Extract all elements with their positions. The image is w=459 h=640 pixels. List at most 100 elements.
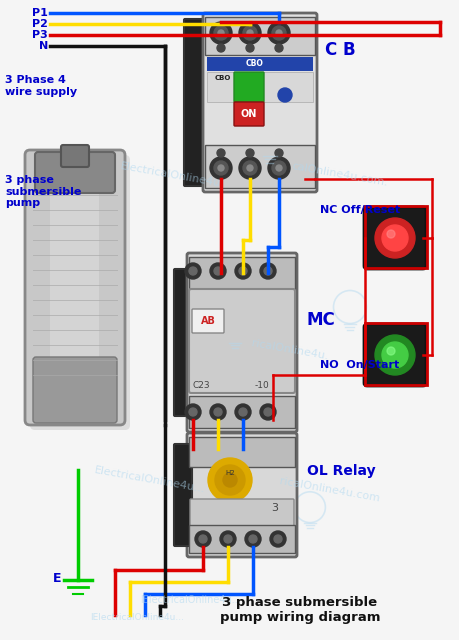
Circle shape	[271, 161, 285, 175]
Text: N: N	[39, 41, 48, 51]
Circle shape	[263, 267, 271, 275]
Text: 3 phase
submersible
pump: 3 phase submersible pump	[5, 175, 81, 208]
Circle shape	[381, 342, 407, 368]
FancyBboxPatch shape	[363, 207, 425, 269]
Text: C23: C23	[193, 381, 210, 390]
Text: 3: 3	[271, 503, 278, 513]
Circle shape	[218, 165, 224, 171]
FancyBboxPatch shape	[205, 17, 314, 55]
Text: P2: P2	[32, 19, 48, 29]
FancyBboxPatch shape	[189, 396, 294, 428]
Text: AB: AB	[200, 316, 215, 326]
Circle shape	[246, 44, 253, 52]
FancyBboxPatch shape	[187, 433, 297, 557]
Text: H2: H2	[225, 470, 234, 476]
Text: 3 phase submersible
pump wiring diagram: 3 phase submersible pump wiring diagram	[219, 596, 380, 624]
FancyBboxPatch shape	[25, 150, 125, 425]
Circle shape	[214, 465, 245, 495]
Text: MC: MC	[306, 311, 335, 329]
FancyBboxPatch shape	[189, 257, 294, 289]
Text: -10: -10	[254, 381, 269, 390]
FancyBboxPatch shape	[202, 13, 316, 192]
Circle shape	[213, 267, 222, 275]
Circle shape	[246, 30, 252, 36]
Circle shape	[269, 531, 285, 547]
Text: NO  On/Start: NO On/Start	[319, 360, 398, 370]
Circle shape	[217, 149, 224, 157]
Circle shape	[259, 263, 275, 279]
Text: C B: C B	[325, 41, 355, 59]
Text: P1: P1	[32, 8, 48, 18]
Circle shape	[219, 531, 235, 547]
Text: P3: P3	[32, 30, 48, 40]
Circle shape	[189, 408, 196, 416]
Circle shape	[210, 22, 231, 44]
Circle shape	[239, 22, 260, 44]
Circle shape	[239, 267, 246, 275]
Circle shape	[207, 458, 252, 502]
FancyBboxPatch shape	[207, 57, 312, 71]
Circle shape	[239, 408, 246, 416]
FancyBboxPatch shape	[191, 309, 224, 333]
Circle shape	[242, 26, 257, 40]
Circle shape	[223, 473, 236, 487]
Text: NC Off/Reset: NC Off/Reset	[319, 205, 399, 215]
Circle shape	[224, 535, 231, 543]
FancyBboxPatch shape	[174, 269, 191, 416]
Text: lElectricalOnline4u...: lElectricalOnline4u...	[90, 613, 184, 622]
Circle shape	[213, 26, 228, 40]
Circle shape	[195, 531, 211, 547]
Text: ElectricalOnline4u: ElectricalOnline4u	[119, 161, 220, 189]
Circle shape	[199, 535, 207, 543]
Circle shape	[245, 531, 260, 547]
FancyBboxPatch shape	[30, 155, 130, 430]
FancyBboxPatch shape	[33, 357, 117, 423]
FancyBboxPatch shape	[187, 253, 297, 432]
FancyBboxPatch shape	[190, 499, 293, 551]
Circle shape	[271, 26, 285, 40]
Circle shape	[374, 335, 414, 375]
Circle shape	[213, 161, 228, 175]
FancyBboxPatch shape	[234, 72, 263, 102]
Circle shape	[239, 157, 260, 179]
Text: OL Relay: OL Relay	[306, 464, 375, 478]
FancyBboxPatch shape	[61, 145, 89, 167]
Circle shape	[374, 218, 414, 258]
Circle shape	[235, 263, 251, 279]
Circle shape	[235, 404, 251, 420]
Circle shape	[189, 267, 196, 275]
Circle shape	[386, 347, 394, 355]
FancyBboxPatch shape	[189, 437, 294, 467]
Circle shape	[218, 30, 224, 36]
Circle shape	[248, 535, 257, 543]
FancyBboxPatch shape	[363, 324, 425, 386]
Circle shape	[274, 535, 281, 543]
FancyBboxPatch shape	[189, 525, 294, 553]
Circle shape	[242, 161, 257, 175]
Circle shape	[185, 404, 201, 420]
Circle shape	[268, 22, 289, 44]
Text: ElectricalOnline4u...: ElectricalOnline4u...	[94, 465, 206, 495]
Text: calOnline4u.com.: calOnline4u.com.	[291, 162, 388, 188]
Circle shape	[275, 165, 281, 171]
Circle shape	[213, 408, 222, 416]
Text: CBO: CBO	[214, 75, 231, 81]
Circle shape	[274, 149, 282, 157]
Circle shape	[263, 408, 271, 416]
Text: CBO: CBO	[246, 60, 263, 68]
FancyBboxPatch shape	[189, 289, 294, 393]
Circle shape	[386, 230, 394, 238]
Circle shape	[381, 225, 407, 251]
Circle shape	[185, 263, 201, 279]
Circle shape	[217, 44, 224, 52]
Circle shape	[210, 404, 225, 420]
Circle shape	[274, 44, 282, 52]
Circle shape	[259, 404, 275, 420]
Text: E: E	[53, 572, 62, 584]
FancyBboxPatch shape	[174, 444, 191, 546]
FancyBboxPatch shape	[35, 152, 115, 193]
Circle shape	[275, 30, 281, 36]
Circle shape	[268, 157, 289, 179]
Circle shape	[210, 263, 225, 279]
Circle shape	[210, 157, 231, 179]
